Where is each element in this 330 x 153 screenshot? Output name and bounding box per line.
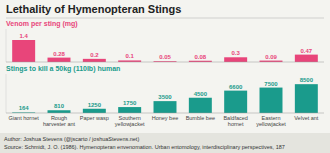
footer: [0, 133, 330, 153]
panel: Stings to kill a 50kg (110lb) human 164 81…: [6, 65, 324, 127]
data-label: 8500: [300, 77, 314, 83]
data-label: 1750: [123, 100, 137, 106]
data-label: 0.2: [90, 52, 99, 58]
tick-label: Roughharvester ant: [43, 115, 76, 127]
bar: [118, 107, 141, 113]
bar: [295, 55, 318, 62]
data-label: 810: [54, 103, 65, 109]
data-label: 1250: [88, 102, 102, 108]
x-axis: [6, 62, 324, 63]
data-label: 0.05: [159, 54, 171, 60]
bar: [48, 58, 71, 62]
data-label: 0.1: [125, 53, 134, 59]
bar: [224, 91, 247, 113]
data-label: 0.47: [300, 48, 312, 54]
data-label: 4500: [194, 91, 208, 97]
bar: [295, 84, 318, 113]
data-label: 6600: [229, 84, 243, 90]
bars: [12, 40, 318, 62]
tick-label: Velvet ant: [294, 115, 319, 121]
bar: [83, 59, 106, 62]
bar: [224, 57, 247, 62]
y-axis: [6, 29, 7, 62]
bar: [260, 88, 283, 113]
bar: [154, 101, 177, 113]
tick-label: Southernyellowjacket: [115, 115, 145, 127]
axis-label: Venom per sting (mg): [6, 20, 78, 28]
x-axis: [6, 113, 324, 114]
tick-label: Baldfacedhornet: [223, 115, 247, 127]
data-label: 3500: [158, 94, 172, 100]
bar: [83, 109, 106, 113]
chart: Lethality of Hymenopteran Stings Venom pe…: [0, 0, 330, 153]
bars: [12, 84, 318, 113]
panel: Venom per sting (mg) 1.4 0.28 0.2 0.1 0.05 0.0…: [6, 20, 324, 62]
tick-label: Easternyellowjacket: [256, 115, 286, 127]
y-axis: [6, 74, 7, 113]
bar: [48, 110, 71, 113]
annotation: Source: Schmidt, J. O. (1986). Hymenopte…: [4, 144, 285, 150]
data-label: 7500: [264, 81, 278, 87]
bar: [189, 98, 212, 113]
axis-label: Stings to kill a 50kg (110lb) human: [6, 65, 120, 73]
title-rule: [6, 18, 324, 19]
data-label: 0.28: [53, 51, 65, 57]
tick-label: Paper wasp: [80, 115, 109, 121]
tick-label: Giant hornet: [9, 115, 40, 121]
tick-label: Honey bee: [152, 115, 179, 121]
data-label: 1.4: [19, 33, 28, 39]
data-label: 164: [19, 105, 30, 111]
annotation: Author: Joshua Stevens (@jscarto / joshu…: [4, 136, 139, 142]
bar: [12, 40, 35, 62]
data-label: 0.08: [194, 54, 206, 60]
background: [0, 0, 330, 153]
title: Lethality of Hymenopteran Stings: [6, 3, 181, 15]
tick-label: Bumble bee: [186, 115, 215, 121]
data-label: 0.3: [231, 50, 240, 56]
data-label: 0.09: [265, 54, 277, 60]
